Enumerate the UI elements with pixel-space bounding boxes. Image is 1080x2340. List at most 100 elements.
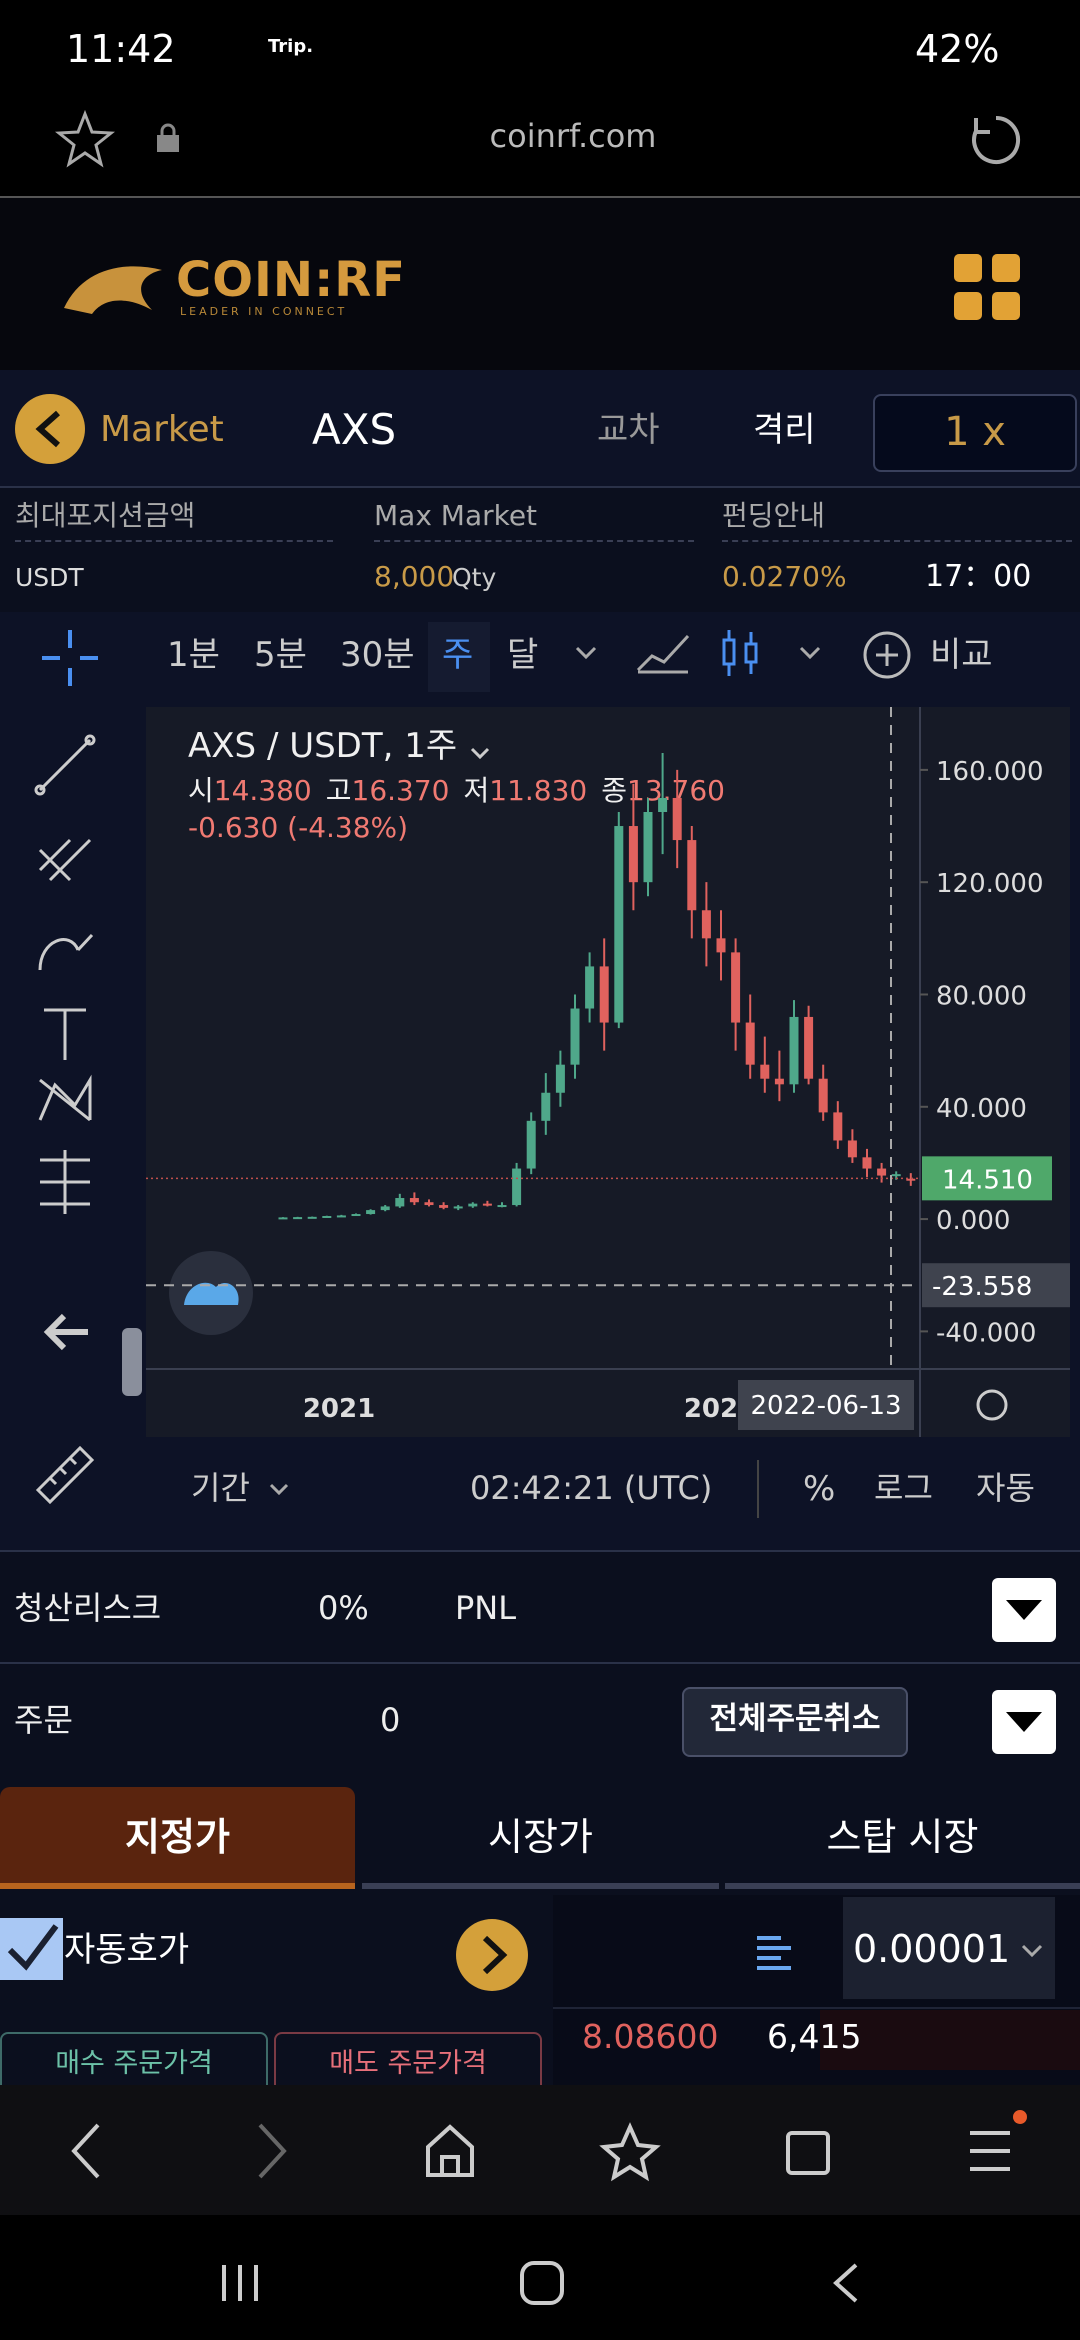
tick-size[interactable]: 0.00001 <box>853 1927 1011 1971</box>
divider <box>722 540 1072 542</box>
bookmarks-nav[interactable] <box>599 2122 661 2182</box>
compare-icon[interactable] <box>862 630 912 680</box>
legend-value: 14.380 <box>214 774 312 807</box>
pattern-tool[interactable] <box>38 1074 92 1122</box>
info-label: 최대포지션금액 <box>15 499 196 532</box>
percent-scale[interactable]: % <box>803 1469 836 1509</box>
divider <box>374 540 694 542</box>
y-tick-label: 40.000 <box>936 1094 1027 1124</box>
checkbox[interactable] <box>0 1918 63 1980</box>
recents-button[interactable] <box>222 2265 258 2301</box>
log-scale[interactable]: 로그 <box>874 1469 933 1507</box>
tab-label[interactable]: 스탑 시장 <box>826 1815 979 1859</box>
dropdown-icon[interactable] <box>268 1478 290 1500</box>
candle-body <box>614 826 624 1023</box>
home-nav[interactable] <box>426 2124 474 2177</box>
dropdown-icon[interactable] <box>798 640 822 664</box>
compare[interactable]: 비교 <box>930 635 993 675</box>
dropdown-icon[interactable] <box>574 640 598 664</box>
fib-tool[interactable] <box>38 838 92 882</box>
range[interactable]: 기간 <box>191 1469 250 1507</box>
interval[interactable]: 달 <box>507 635 539 675</box>
cancel-all[interactable]: 전체주문취소 <box>709 1701 881 1737</box>
tab-active[interactable] <box>0 1787 355 1889</box>
system-nav-icons <box>222 2261 858 2305</box>
tab-label[interactable]: 지정가 <box>125 1815 230 1859</box>
candle-body <box>307 1216 317 1219</box>
legend-key: 고 <box>326 774 352 807</box>
dropdown-icon[interactable] <box>1020 1940 1044 1962</box>
candle-body <box>453 1206 463 1209</box>
back-nav[interactable] <box>71 2123 100 2179</box>
back-button[interactable] <box>833 2263 858 2303</box>
text-tool[interactable] <box>44 1008 86 1060</box>
ruler-tool[interactable] <box>35 1445 95 1505</box>
candle-body <box>351 1214 361 1217</box>
logo[interactable]: COIN:RF <box>176 252 407 308</box>
menu-grid[interactable] <box>954 254 1020 320</box>
sell-price[interactable]: 매도 주문가격 <box>329 2048 487 2079</box>
leverage-box[interactable] <box>873 394 1077 472</box>
market-link[interactable]: Market <box>100 409 224 450</box>
menu-nav[interactable] <box>970 2131 1010 2171</box>
candle-body <box>336 1215 346 1218</box>
funding-time: 17：00 <box>925 559 1032 594</box>
reload-icon[interactable] <box>968 112 1024 168</box>
indicator-icon[interactable] <box>636 632 690 674</box>
candle-body <box>526 1120 536 1169</box>
crosshair-price-box <box>922 1263 1070 1308</box>
arrow-button[interactable] <box>455 1918 529 1992</box>
chart-title[interactable]: AXS / USDT, 1주 <box>188 726 457 766</box>
candle-body <box>482 1203 492 1206</box>
candle-body <box>701 910 711 939</box>
back-tool[interactable] <box>43 1313 88 1351</box>
orders-label: 주문 <box>14 1701 73 1739</box>
cancel-all-button[interactable] <box>682 1687 908 1757</box>
brush-tool[interactable] <box>38 933 94 971</box>
interval[interactable]: 5분 <box>254 635 307 675</box>
favorite-icon[interactable] <box>55 110 115 170</box>
candle-body <box>789 1016 799 1085</box>
qty-unit: Qty <box>452 563 497 592</box>
tick-size-select[interactable] <box>843 1897 1055 1999</box>
info-label: Max Market <box>374 499 538 532</box>
auto-scale[interactable]: 자동 <box>976 1469 1035 1507</box>
expand-button[interactable] <box>992 1578 1056 1642</box>
trend-line-tool[interactable] <box>38 738 92 792</box>
cross-margin[interactable]: 교차 <box>597 410 660 450</box>
crosshair-tool[interactable] <box>38 626 102 690</box>
dropdown-icon[interactable] <box>470 747 490 760</box>
settings-icon[interactable] <box>976 1389 1008 1421</box>
back-button[interactable] <box>14 393 86 465</box>
interval[interactable]: 30분 <box>340 635 415 675</box>
y-tick-label: 80.000 <box>936 981 1027 1011</box>
orderbook-view-icon[interactable] <box>755 1932 795 1972</box>
ask-price: 8.08600 <box>582 2017 719 2056</box>
measure-tool[interactable] <box>40 1150 90 1214</box>
last-price-label: 14.510 <box>942 1165 1033 1195</box>
change: -0.630 (-4.38%) <box>188 811 408 844</box>
panel-handle[interactable] <box>122 1328 142 1396</box>
isolated-margin[interactable]: 격리 <box>753 410 816 450</box>
candle-body <box>585 966 595 1009</box>
url[interactable]: coinrf.com <box>489 117 657 155</box>
forward-nav[interactable] <box>258 2123 287 2179</box>
leverage[interactable]: 1 x <box>944 409 1006 455</box>
divider <box>0 1662 1080 1664</box>
interval[interactable]: 1분 <box>167 635 220 675</box>
interval-active[interactable]: 주 <box>442 635 474 675</box>
tab-underline <box>362 1883 719 1889</box>
candle-body <box>380 1206 390 1211</box>
auto-quote[interactable]: 자동호가 <box>64 1930 190 1970</box>
notification-dot <box>1013 2110 1027 2124</box>
candle-type-icon[interactable] <box>720 628 760 678</box>
orders-count: 0 <box>380 1701 401 1739</box>
risk-label: 청산리스크 <box>14 1589 162 1627</box>
home-button[interactable] <box>520 2261 564 2305</box>
tab-label[interactable]: 시장가 <box>488 1815 593 1859</box>
expand-button[interactable] <box>992 1690 1056 1754</box>
candle-body <box>745 1022 755 1065</box>
buy-price[interactable]: 매수 주문가격 <box>55 2048 213 2079</box>
tabs-nav[interactable] <box>786 2131 830 2175</box>
tab-underline <box>725 1883 1080 1889</box>
